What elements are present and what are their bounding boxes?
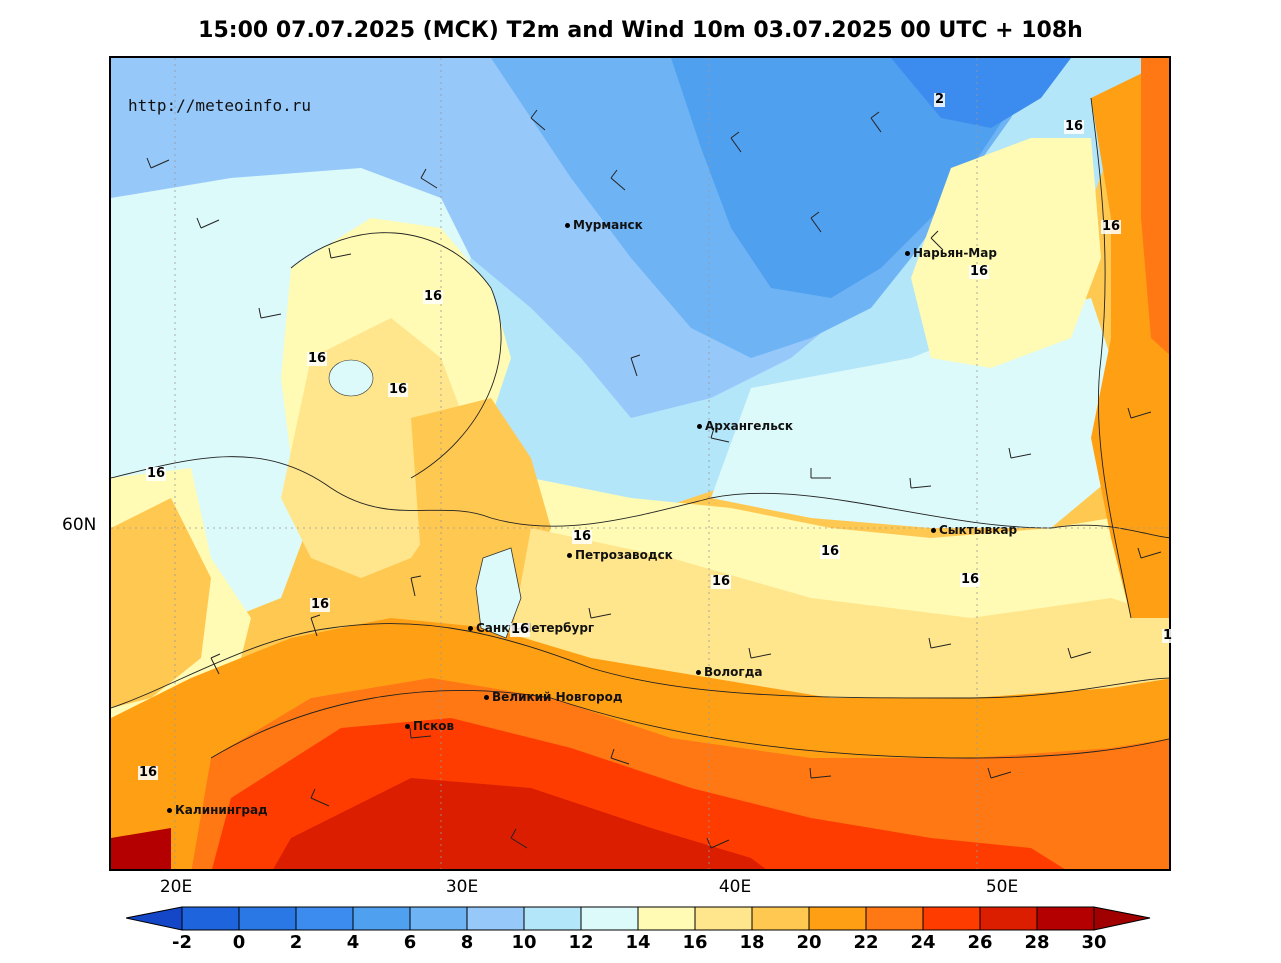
city-label: Мурманск [573, 218, 643, 232]
temperature-field [111, 58, 1169, 869]
contour-label: 16 [711, 574, 732, 589]
city-marker [696, 670, 701, 675]
colorbar-tick-label: 18 [739, 932, 765, 953]
city-label: Великий Новгород [492, 690, 623, 704]
map-title: 15:00 07.07.2025 (МСК) T2m and Wind 10m … [198, 18, 1083, 43]
city-naryan-mar: Нарьян-Мар [905, 246, 997, 260]
contour-label: 16 [1101, 219, 1122, 234]
colorbar-cell [523, 906, 582, 931]
contour-label: 16 [310, 597, 331, 612]
contour-label: 16 [960, 572, 981, 587]
city-petrozavodsk: Петрозаводск [567, 548, 673, 562]
colorbar-cell [865, 906, 924, 931]
colorbar-cell [580, 906, 639, 931]
city-marker [931, 528, 936, 533]
city-murmansk: Мурманск [565, 218, 643, 232]
city-marker [468, 626, 473, 631]
contour-label: 16 [969, 264, 990, 279]
colorbar-high-arrow [1093, 906, 1151, 931]
colorbar-cell [466, 906, 525, 931]
colorbar-tick-label: 8 [460, 932, 474, 953]
contour-label: 16 [423, 289, 444, 304]
city-marker [484, 695, 489, 700]
city-label: Архангельск [705, 419, 794, 433]
colorbar-cell [637, 906, 696, 931]
colorbar-tick-label: 6 [403, 932, 417, 953]
city-label: Петрозаводск [575, 548, 673, 562]
city-marker [405, 724, 410, 729]
contour-label: 1 [1162, 628, 1174, 643]
colorbar-cell [808, 906, 867, 931]
lon-label-30e: 30E [445, 877, 479, 897]
city-marker [905, 251, 910, 256]
colorbar-cell [352, 906, 411, 931]
city-veliky-novgorod: Великий Новгород [484, 690, 623, 704]
city-label: Санкт-Петербург [476, 621, 595, 635]
contour-label: 16 [388, 382, 409, 397]
contour-label: 16 [1064, 119, 1085, 134]
city-pskov: Псков [405, 719, 454, 733]
lon-label-20e: 20E [159, 877, 193, 897]
colorbar-tick-label: 30 [1081, 932, 1107, 953]
colorbar-tick-label: 4 [346, 932, 360, 953]
colorbar-cell [751, 906, 810, 931]
city-marker [567, 553, 572, 558]
colorbar-cell [238, 906, 297, 931]
contour-label: 16 [572, 529, 593, 544]
city-syktyvkar: Сыктывкар [931, 523, 1017, 537]
colorbar-tick-label: 2 [289, 932, 303, 953]
city-label: Сыктывкар [939, 523, 1018, 537]
temperature-colorbar [126, 906, 1151, 931]
colorbar-cell [295, 906, 354, 931]
colorbar-cell [181, 906, 240, 931]
colorbar-tick-label: -2 [172, 932, 192, 953]
city-label: Калининград [175, 803, 268, 817]
colorbar-tick-label: 28 [1024, 932, 1050, 953]
colorbar-tick-label: 24 [910, 932, 936, 953]
city-label: Вологда [704, 665, 763, 679]
colorbar-low-arrow [126, 906, 183, 931]
wind-barbs [146, 109, 1162, 849]
lon-label-50e: 50E [985, 877, 1019, 897]
contour-label: 16 [820, 544, 841, 559]
colorbar-cell [979, 906, 1038, 931]
colorbar-tick-label: 16 [682, 932, 708, 953]
city-saint-petersburg: Санкт-Петербург [468, 621, 594, 635]
colorbar-cell [409, 906, 468, 931]
colorbar-tick-label: 14 [625, 932, 651, 953]
colorbar-tick-label: 12 [568, 932, 594, 953]
colorbar-tick-label: 26 [967, 932, 993, 953]
source-url[interactable]: http://meteoinfo.ru [128, 96, 312, 115]
contour-label: 16 [138, 765, 159, 780]
colorbar-cell [694, 906, 753, 931]
lon-label-40e: 40E [718, 877, 752, 897]
colorbar-tick-label: 10 [511, 932, 537, 953]
city-marker [565, 223, 570, 228]
colorbar-tick-label: 0 [232, 932, 246, 953]
colorbar-cell [1036, 906, 1095, 931]
weather-map[interactable] [109, 56, 1171, 871]
city-kaliningrad: Калининград [167, 803, 268, 817]
contour-label: 2 [934, 92, 946, 107]
colorbar-cell [922, 906, 981, 931]
city-label: Нарьян-Мар [913, 246, 997, 260]
colorbar-tick-label: 20 [796, 932, 822, 953]
colorbar-tick-label: 22 [853, 932, 879, 953]
city-marker [697, 424, 702, 429]
city-marker [167, 808, 172, 813]
contour-label: 16 [146, 466, 167, 481]
contour-label: 16 [307, 351, 328, 366]
city-vologda: Вологда [696, 665, 762, 679]
lat-label-60n: 60N [62, 515, 97, 535]
city-label: Псков [413, 719, 455, 733]
contour-label: 16 [510, 622, 531, 637]
city-arkhangelsk: Архангельск [697, 419, 793, 433]
